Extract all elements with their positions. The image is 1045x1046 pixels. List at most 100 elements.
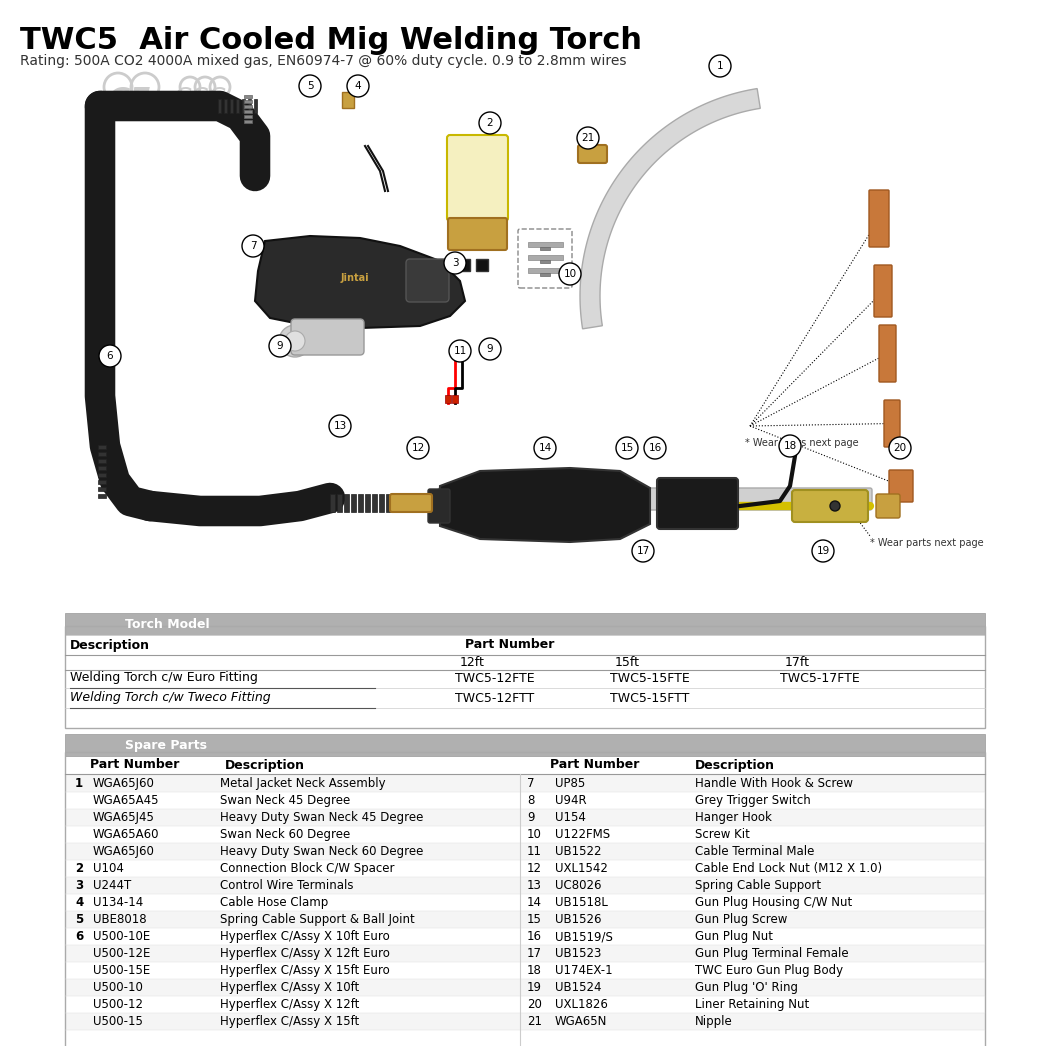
FancyBboxPatch shape	[447, 135, 508, 221]
Text: UB1522: UB1522	[555, 845, 602, 858]
Text: 12: 12	[412, 444, 424, 453]
Bar	[540, 247, 550, 250]
Text: 5: 5	[75, 913, 84, 926]
Text: Hyperflex C/Assy X 12ft: Hyperflex C/Assy X 12ft	[220, 998, 359, 1011]
Text: 3: 3	[75, 879, 84, 892]
FancyBboxPatch shape	[879, 325, 896, 382]
Text: UB1526: UB1526	[555, 913, 602, 926]
FancyBboxPatch shape	[428, 488, 450, 523]
Text: CCC: CCC	[173, 86, 227, 110]
Bar	[336, 494, 342, 511]
Text: Cable Terminal Male: Cable Terminal Male	[695, 845, 814, 858]
Text: UB1518L: UB1518L	[555, 896, 608, 909]
Bar	[224, 99, 227, 113]
Bar	[243, 110, 252, 113]
Text: 17: 17	[636, 546, 650, 556]
Bar	[528, 242, 563, 247]
FancyBboxPatch shape	[291, 319, 364, 355]
Bar	[243, 100, 252, 103]
Text: Gun Plug Nut: Gun Plug Nut	[695, 930, 773, 943]
Bar	[230, 99, 233, 113]
Text: Nipple: Nipple	[695, 1015, 733, 1028]
Circle shape	[812, 540, 834, 562]
Text: WGA65A45: WGA65A45	[93, 794, 160, 808]
Text: Liner Retaining Nut: Liner Retaining Nut	[695, 998, 809, 1011]
Bar	[65, 809, 985, 826]
Text: Swan Neck 60 Degree: Swan Neck 60 Degree	[220, 828, 350, 841]
Text: 11: 11	[454, 346, 467, 356]
Circle shape	[347, 75, 369, 97]
Text: 15: 15	[621, 444, 633, 453]
Text: UB1524: UB1524	[555, 981, 602, 994]
Bar	[445, 395, 451, 403]
Bar	[65, 894, 985, 911]
Text: * Wear parts next page: * Wear parts next page	[745, 438, 859, 448]
Text: U174EX-1: U174EX-1	[555, 964, 612, 977]
Text: Heavy Duty Swan Neck 60 Degree: Heavy Duty Swan Neck 60 Degree	[220, 845, 423, 858]
Bar	[528, 255, 563, 260]
FancyBboxPatch shape	[657, 478, 738, 529]
Text: 14: 14	[538, 444, 552, 453]
Bar	[236, 99, 239, 113]
Text: Screw Kit: Screw Kit	[695, 828, 750, 841]
FancyBboxPatch shape	[889, 470, 913, 502]
FancyBboxPatch shape	[518, 229, 572, 288]
Text: UP85: UP85	[555, 777, 585, 790]
Circle shape	[779, 435, 802, 457]
Text: TWC Euro Gun Plug Body: TWC Euro Gun Plug Body	[695, 964, 843, 977]
Text: U500-12: U500-12	[93, 998, 143, 1011]
Circle shape	[559, 263, 581, 285]
Text: U134-14: U134-14	[93, 896, 143, 909]
Text: 6: 6	[107, 351, 113, 361]
Text: U500-15: U500-15	[93, 1015, 143, 1028]
Bar	[242, 99, 245, 113]
Circle shape	[285, 331, 305, 351]
Text: Handle With Hook & Screw: Handle With Hook & Screw	[695, 777, 853, 790]
Text: Grey Trigger Switch: Grey Trigger Switch	[695, 794, 811, 808]
Bar	[98, 473, 106, 477]
Circle shape	[479, 112, 501, 134]
Text: 16: 16	[648, 444, 661, 453]
Text: 7: 7	[527, 777, 534, 790]
Bar	[393, 494, 398, 511]
Text: 20: 20	[893, 444, 907, 453]
Bar	[452, 395, 458, 403]
Bar	[351, 494, 356, 511]
Circle shape	[242, 235, 264, 257]
Circle shape	[444, 252, 466, 274]
Bar	[98, 445, 106, 449]
Text: U94R: U94R	[555, 794, 586, 808]
Text: WGA65A60: WGA65A60	[93, 828, 160, 841]
Text: TWC5-17FTE: TWC5-17FTE	[780, 672, 860, 684]
Circle shape	[329, 415, 351, 437]
Text: U244T: U244T	[93, 879, 132, 892]
Text: 11: 11	[527, 845, 542, 858]
Text: 18: 18	[784, 441, 796, 451]
Text: Hyperflex C/Assy X 15ft Euro: Hyperflex C/Assy X 15ft Euro	[220, 964, 390, 977]
Bar	[98, 467, 106, 470]
Text: Hanger Hook: Hanger Hook	[695, 811, 772, 824]
Text: Hyperflex C/Assy X 15ft: Hyperflex C/Assy X 15ft	[220, 1015, 359, 1028]
Circle shape	[99, 345, 121, 367]
Bar	[65, 962, 985, 979]
Bar	[254, 99, 257, 113]
FancyBboxPatch shape	[874, 265, 892, 317]
Text: CE: CE	[109, 86, 152, 115]
Text: Gun Plug 'O' Ring: Gun Plug 'O' Ring	[695, 981, 798, 994]
Bar	[477, 259, 488, 271]
Text: TWC5-15FTE: TWC5-15FTE	[610, 672, 690, 684]
Bar	[218, 99, 220, 113]
FancyBboxPatch shape	[438, 488, 872, 510]
FancyBboxPatch shape	[390, 494, 432, 511]
Bar	[65, 860, 985, 877]
Bar	[98, 459, 106, 463]
Text: Heavy Duty Swan Neck 45 Degree: Heavy Duty Swan Neck 45 Degree	[220, 811, 423, 824]
Text: 4: 4	[75, 896, 84, 909]
Text: 15ft: 15ft	[616, 656, 640, 668]
Text: Metal Jacket Neck Assembly: Metal Jacket Neck Assembly	[220, 777, 386, 790]
Text: 12: 12	[527, 862, 542, 876]
FancyBboxPatch shape	[65, 613, 985, 635]
Polygon shape	[440, 468, 650, 542]
Text: UBE8018: UBE8018	[93, 913, 146, 926]
Text: Gun Plug Terminal Female: Gun Plug Terminal Female	[695, 947, 849, 960]
